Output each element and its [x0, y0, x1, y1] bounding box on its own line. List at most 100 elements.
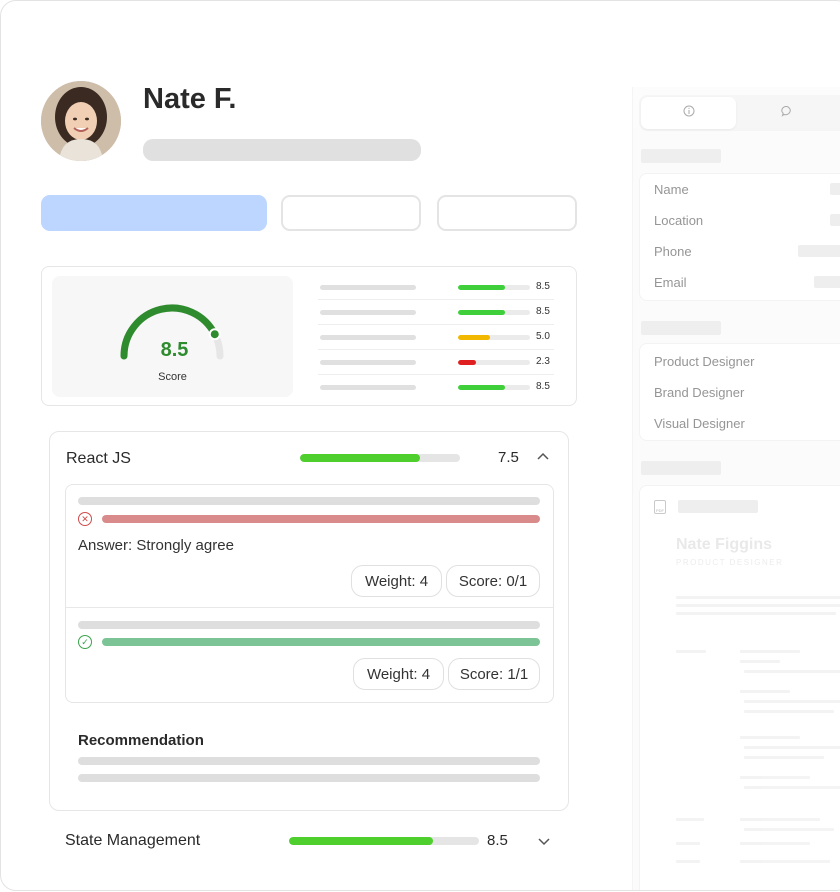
secondary-action-button[interactable] — [281, 195, 421, 231]
gauge-fill — [120, 304, 219, 360]
resume-line — [676, 860, 700, 863]
question-text-placeholder — [78, 621, 540, 629]
contact-label-location: Location — [654, 213, 704, 228]
metric-value: 8.5 — [536, 306, 550, 317]
resume-line — [740, 660, 780, 663]
resume-preview-card: PDF Nate Figgins PRODUCT DESIGNER — [639, 485, 840, 890]
resume-line — [676, 650, 706, 653]
info-icon — [683, 104, 695, 122]
resume-line — [744, 828, 834, 831]
score-chip: Score: 1/1 — [448, 658, 540, 690]
resume-line — [740, 736, 800, 739]
metric-divider — [318, 374, 554, 375]
score-label: Score — [158, 371, 187, 383]
side-panel-tabs — [639, 95, 840, 131]
skill-progress-track — [289, 837, 479, 845]
resume-line — [676, 842, 700, 845]
resume-filename-placeholder — [678, 500, 758, 513]
resume-subtitle: PRODUCT DESIGNER — [676, 558, 784, 567]
skill-progress-fill — [300, 454, 420, 462]
metric-label-placeholder — [320, 360, 416, 365]
tab-info[interactable] — [641, 97, 736, 129]
recommendation-line — [78, 774, 540, 782]
resume-line — [740, 690, 790, 693]
metric-bar-track — [458, 335, 530, 340]
resume-name: Nate Figgins — [676, 536, 773, 553]
overall-score-value: 8.5 — [160, 339, 189, 361]
weight-chip: Weight: 4 — [353, 658, 444, 690]
answer-bar-correct — [102, 638, 540, 646]
metric-label-placeholder — [320, 385, 416, 390]
score-gauge — [120, 304, 224, 360]
score-gauge-panel: 8.5 Score — [52, 276, 293, 397]
contact-label-email: Email — [654, 275, 687, 290]
metric-value: 8.5 — [536, 381, 550, 392]
metric-bar-fill — [458, 360, 476, 365]
metric-bar-fill — [458, 335, 491, 340]
primary-action-button[interactable] — [41, 195, 267, 231]
metric-bar-fill — [458, 285, 505, 290]
answer-bar-incorrect — [102, 515, 540, 523]
metric-bar-fill — [458, 385, 505, 390]
incorrect-icon: ✕ — [78, 512, 92, 526]
skill-score: 7.5 — [498, 449, 519, 466]
metric-divider — [318, 299, 554, 300]
metric-row: 8.5 — [318, 275, 554, 299]
question-list: ✕ Answer: Strongly agree Weight: 4 Score… — [65, 484, 554, 703]
metric-bar-track — [458, 360, 530, 365]
metric-row: 2.3 — [318, 350, 554, 374]
tab-comments[interactable] — [739, 97, 834, 129]
metric-divider — [318, 349, 554, 350]
roles-card: Product Designer Brand Designer Visual D… — [639, 343, 840, 441]
resume-line — [676, 818, 704, 821]
tertiary-action-button[interactable] — [437, 195, 577, 231]
metric-bar-track — [458, 310, 530, 315]
skill-card-react: React JS 7.5 ✕ Answer: Strongly agree We… — [49, 431, 569, 811]
resume-line — [744, 670, 840, 673]
role-item: Visual Designer — [654, 416, 745, 431]
contact-value — [830, 214, 840, 226]
skill-title-state-management: State Management — [65, 832, 201, 849]
resume-line — [676, 604, 840, 607]
question-text-placeholder — [78, 497, 540, 505]
skill-progress-fill — [289, 837, 434, 845]
candidate-side-panel: Name Location Phone Email Product Design… — [632, 87, 840, 890]
resume-line — [676, 596, 840, 599]
role-item: Product Designer — [654, 354, 755, 369]
metric-label-placeholder — [320, 310, 416, 315]
score-summary-card: 8.5 Score 8.5 8.5 5.0 2.3 8.5 — [41, 266, 577, 406]
score-chip: Score: 0/1 — [446, 565, 540, 597]
contact-card: Name Location Phone Email — [639, 173, 840, 301]
resume-line — [744, 786, 840, 789]
role-item: Brand Designer — [654, 385, 745, 400]
metric-bar-track — [458, 385, 530, 390]
recommendation-title: Recommendation — [78, 732, 204, 749]
resume-line — [740, 842, 810, 845]
roles-section-heading — [641, 321, 721, 335]
metric-label-placeholder — [320, 285, 416, 290]
metric-row: 5.0 — [318, 325, 554, 349]
pdf-icon: PDF — [654, 500, 666, 514]
resume-section-heading — [641, 461, 721, 475]
question-divider — [66, 607, 553, 608]
metric-value: 5.0 — [536, 331, 550, 342]
contact-section-heading — [641, 149, 721, 163]
metric-value: 8.5 — [536, 281, 550, 292]
candidate-name: Nate F. — [143, 83, 237, 115]
resume-line — [740, 650, 800, 653]
resume-line — [744, 700, 840, 703]
metric-bar-fill — [458, 310, 505, 315]
correct-check-icon: ✓ — [78, 635, 92, 649]
skill-score: 8.5 — [487, 832, 508, 849]
resume-line — [744, 756, 824, 759]
contact-value — [814, 276, 840, 288]
resume-line — [676, 612, 836, 615]
skill-progress-track — [300, 454, 460, 462]
contact-value — [798, 245, 840, 257]
chat-bubble-icon — [780, 104, 793, 122]
chevron-up-icon[interactable] — [536, 450, 550, 467]
candidate-subtitle-placeholder — [143, 139, 421, 161]
avatar — [41, 81, 121, 161]
chevron-down-icon[interactable] — [537, 834, 551, 851]
